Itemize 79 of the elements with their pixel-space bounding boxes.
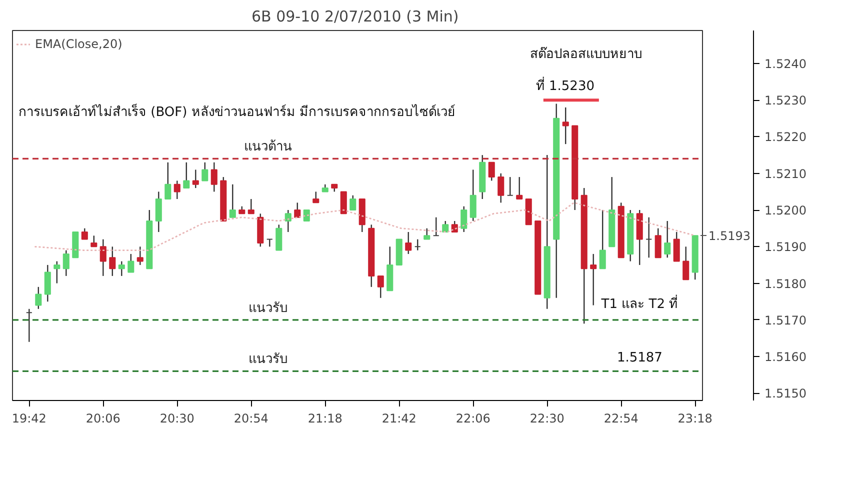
candlestick bbox=[35, 286, 42, 310]
x-tick-label: 22:54 bbox=[604, 412, 638, 426]
candlestick bbox=[128, 253, 134, 273]
annotation: 1.5187 bbox=[616, 350, 662, 366]
candlestick bbox=[340, 191, 347, 214]
candlestick bbox=[210, 162, 218, 192]
candlestick bbox=[599, 209, 606, 270]
candlestick bbox=[109, 246, 116, 277]
y-tick-label: 1.5200 bbox=[764, 204, 806, 218]
candlestick bbox=[377, 275, 384, 299]
x-tick-label: 20:54 bbox=[234, 412, 268, 426]
candlestick bbox=[136, 246, 144, 266]
annotation: T1 และ T2 ที่ bbox=[600, 295, 678, 312]
candlestick bbox=[562, 106, 569, 145]
annotation: 1.5193 bbox=[708, 229, 750, 244]
candlestick bbox=[646, 216, 652, 258]
candlestick bbox=[432, 216, 440, 236]
ref-line-label: แนวรับ bbox=[248, 300, 288, 316]
candlestick bbox=[451, 220, 458, 233]
candlestick bbox=[312, 191, 320, 204]
candlestick bbox=[414, 238, 421, 251]
x-tick-label: 23:18 bbox=[678, 412, 712, 426]
candlestick bbox=[294, 202, 301, 218]
candlestick bbox=[488, 162, 495, 182]
candlestick bbox=[192, 169, 199, 189]
x-tick-label: 20:30 bbox=[160, 412, 194, 426]
candlestick bbox=[44, 264, 51, 302]
candlestick bbox=[498, 172, 504, 204]
x-tick-label: 21:42 bbox=[382, 412, 416, 426]
y-tick-label: 1.5180 bbox=[764, 276, 806, 291]
annotation: สต๊อปลอสแบบหยาบ bbox=[530, 47, 642, 62]
candlestick bbox=[54, 260, 60, 284]
candlestick bbox=[303, 210, 310, 222]
candlestick bbox=[26, 308, 32, 342]
candlestick bbox=[590, 253, 597, 306]
candlestick bbox=[673, 231, 680, 262]
candlestick bbox=[118, 260, 125, 277]
candlestick bbox=[664, 220, 671, 258]
candlestick bbox=[62, 250, 70, 277]
candlestick bbox=[506, 176, 514, 196]
candlestick bbox=[248, 198, 254, 214]
x-tick-label: 20:06 bbox=[86, 412, 120, 426]
annotation: ที่ 1.5230 bbox=[536, 77, 595, 94]
candlestick bbox=[284, 209, 292, 233]
x-tick-label: 19:42 bbox=[12, 412, 46, 426]
candlestick bbox=[654, 228, 662, 258]
candlestick bbox=[350, 194, 356, 211]
candlestick bbox=[100, 238, 106, 277]
candlestick bbox=[229, 184, 236, 218]
candlestick bbox=[202, 162, 208, 182]
y-tick-label: 1.5170 bbox=[764, 313, 806, 328]
y-tick-label: 1.5210 bbox=[764, 166, 806, 181]
legend-label: EMA(Close,20) bbox=[35, 37, 122, 51]
x-tick-label: 22:30 bbox=[530, 412, 564, 426]
ref-line-label: แนวต้าน bbox=[244, 140, 292, 155]
x-tick-label: 21:18 bbox=[308, 412, 342, 426]
candlestick bbox=[90, 235, 98, 248]
candlestick bbox=[155, 191, 162, 233]
candlestick bbox=[460, 206, 468, 233]
chart-title: 6B 09-10 2/07/2010 (3 Min) bbox=[251, 8, 459, 26]
candlestick bbox=[81, 228, 88, 240]
candlestick bbox=[682, 246, 690, 280]
candlestick bbox=[405, 231, 412, 255]
candlestick bbox=[174, 180, 180, 200]
annotation: การเบรคเอ้าท์ไม่สำเร็จ (BOF) หลังข่าวนอนฟาร์ม มีการเบรคจากกรอบไซด์เวย์ bbox=[18, 102, 456, 120]
y-tick-label: 1.5150 bbox=[764, 386, 806, 401]
y-tick-label: 1.5160 bbox=[764, 350, 806, 364]
y-tick-label: 1.5220 bbox=[764, 130, 806, 144]
candlestick bbox=[164, 162, 172, 200]
candlestick bbox=[470, 169, 476, 222]
y-tick-label: 1.5230 bbox=[764, 94, 806, 108]
y-tick-label: 1.5240 bbox=[764, 56, 806, 71]
y-tick-label: 1.5190 bbox=[764, 240, 806, 254]
x-tick-label: 22:06 bbox=[456, 412, 490, 426]
candlestick bbox=[276, 224, 282, 251]
candlestick bbox=[424, 228, 430, 240]
ref-line-label: แนวรับ bbox=[248, 352, 288, 368]
candlestick bbox=[516, 176, 523, 200]
candlestick bbox=[183, 162, 190, 189]
